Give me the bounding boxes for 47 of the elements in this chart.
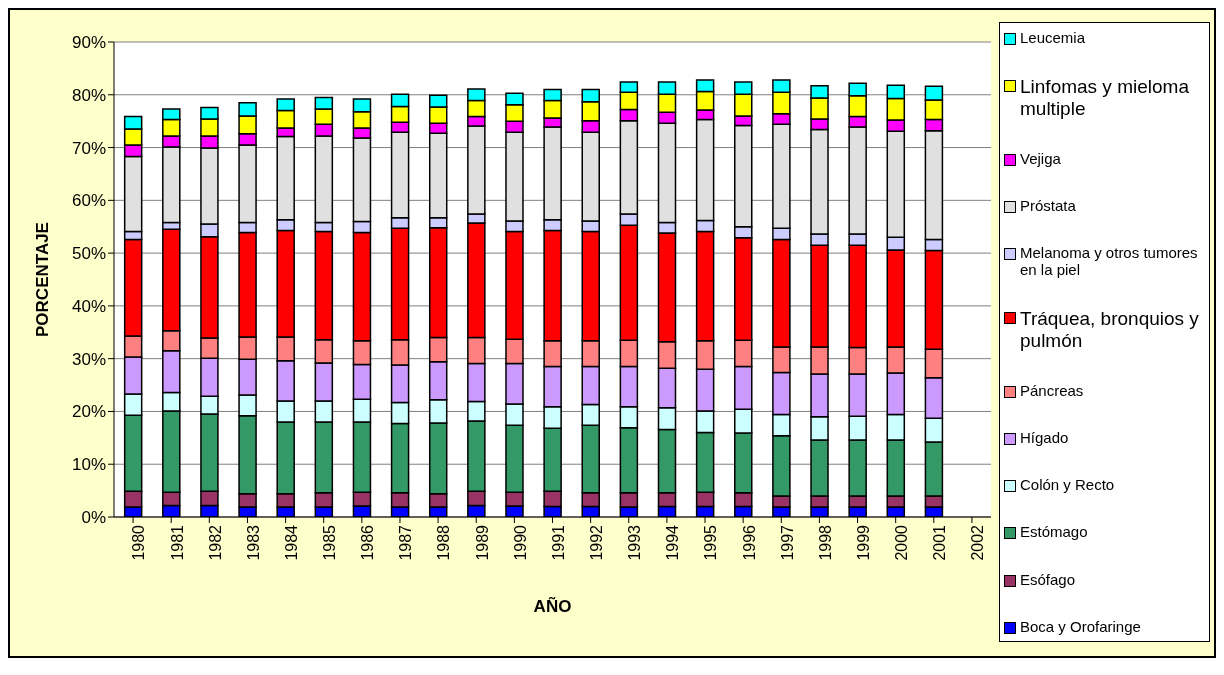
x-tick-label: 1980	[130, 524, 148, 561]
x-tick-label: 1983	[244, 524, 262, 561]
x-tick-label: 1982	[206, 524, 224, 561]
x-tick-label: 1989	[473, 524, 491, 561]
legend-label: Melanoma y otros tumores en la piel	[1020, 244, 1199, 279]
x-tick-label: 1985	[321, 524, 339, 561]
legend-label: Próstata	[1020, 196, 1076, 215]
x-tick-label: 1992	[587, 524, 605, 561]
legend-label: Colón y Recto	[1020, 476, 1115, 494]
x-tick-label: 1994	[664, 524, 682, 561]
x-tick-label: 2000	[893, 524, 911, 561]
y-tick-label: 30%	[71, 349, 106, 369]
y-axis-title: PORCENTAJE	[33, 222, 53, 337]
x-tick-label: 2002	[969, 524, 987, 561]
y-tick-label: 50%	[71, 244, 106, 264]
y-tick-label: 0%	[81, 508, 106, 528]
x-tick-label: 1996	[740, 524, 758, 561]
x-tick-label: 1987	[397, 524, 415, 561]
legend-label: Páncreas	[1020, 381, 1084, 400]
x-tick-label: 1981	[168, 524, 186, 561]
x-tick-label: 1997	[778, 524, 796, 561]
y-tick-label: 10%	[71, 455, 106, 475]
legend-label: Boca y Orofaringe	[1020, 617, 1141, 635]
legend-label: Linfomas y mieloma multiple	[1020, 76, 1190, 120]
x-tick-label: 1988	[435, 524, 453, 561]
x-tick-label: 1990	[511, 524, 529, 561]
legend-label: Leucemia	[1020, 29, 1086, 47]
x-tick-label: 2001	[931, 524, 949, 561]
legend-label: Estómago	[1020, 523, 1088, 541]
legend-label: Esófago	[1020, 570, 1076, 588]
legend-label: Hígado	[1020, 429, 1069, 447]
y-tick-label: 90%	[71, 33, 106, 53]
x-tick-label: 1991	[549, 524, 567, 561]
x-axis-title: AÑO	[533, 596, 572, 616]
y-tick-label: 70%	[71, 138, 106, 158]
y-tick-label: 80%	[71, 85, 106, 105]
x-tick-label: 1999	[854, 524, 872, 561]
x-tick-label: 1984	[282, 524, 300, 561]
x-tick-label: 1986	[359, 524, 377, 561]
legend-label: Tráquea, bronquios y pulmón	[1020, 308, 1200, 353]
y-tick-label: 40%	[71, 296, 106, 316]
y-tick-label: 60%	[71, 191, 106, 211]
legend-label: Vejiga	[1020, 149, 1061, 167]
y-tick-label: 20%	[71, 402, 106, 422]
x-tick-label: 1998	[816, 524, 834, 561]
x-tick-label: 1995	[702, 524, 720, 561]
x-tick-label: 1993	[626, 524, 644, 561]
